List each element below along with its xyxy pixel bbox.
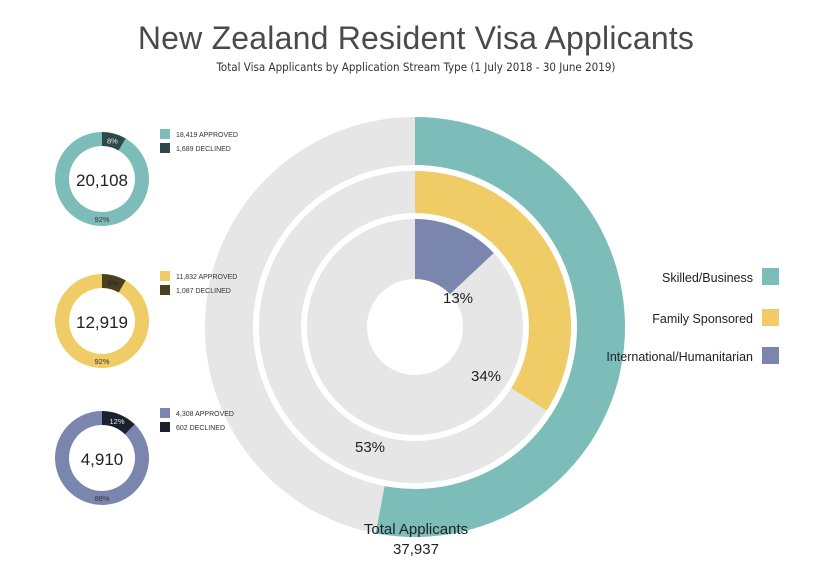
donut-2-legend-swatch-0 xyxy=(160,408,170,418)
donut-0-declined-slice xyxy=(102,132,126,151)
donut-2-approved-slice xyxy=(54,411,149,505)
donut-1-approved-slice xyxy=(55,274,150,368)
donut-1-declined-percent: 8% xyxy=(107,278,118,287)
donut-2-total: 4,910 xyxy=(81,450,124,469)
total-applicants-value: 37,937 xyxy=(393,541,439,558)
donut-2-approved-percent: 88% xyxy=(94,494,109,503)
ring-bar-international-humanitarian xyxy=(415,219,494,295)
donut-0-legend-label-1: 1,689 DECLINED xyxy=(176,146,231,153)
donut-0-declined-percent: 8% xyxy=(107,136,118,145)
donut-2-declined-percent: 12% xyxy=(110,417,125,426)
donut-0-legend-swatch-0 xyxy=(160,129,170,139)
legend-swatch-1 xyxy=(762,309,779,326)
legend-label-2: International/Humanitarian xyxy=(606,350,753,364)
donut-0-total: 20,108 xyxy=(76,171,128,190)
chart-title: New Zealand Resident Visa Applicants xyxy=(137,20,695,56)
donut-2-legend-swatch-1 xyxy=(160,422,170,432)
donut-2-legend-label-0: 4,308 APPROVED xyxy=(176,411,234,418)
ring-bar-skilled-business xyxy=(375,117,625,537)
donut-1-legend-label-0: 11,832 APPROVED xyxy=(176,274,237,281)
chart-subtitle: Total Visa Applicants by Application Str… xyxy=(216,60,616,74)
legend-label-0: Skilled/Business xyxy=(662,271,753,285)
donut-2-legend-label-1: 602 DECLINED xyxy=(176,425,225,432)
donut-0-legend-label-0: 18,419 APPROVED xyxy=(176,132,238,139)
donut-1-total: 12,919 xyxy=(76,313,128,332)
donut-0-approved-percent: 92% xyxy=(94,215,109,224)
ring-percent-label-0: 53% xyxy=(355,439,385,456)
legend-swatch-0 xyxy=(762,268,779,285)
legend-swatch-2 xyxy=(762,347,779,364)
ring-percent-label-2: 13% xyxy=(443,290,473,307)
ring-percent-label-1: 34% xyxy=(471,368,501,385)
donut-1-legend-swatch-1 xyxy=(160,285,170,295)
donut-1-approved-percent: 92% xyxy=(94,357,109,366)
donut-0-approved-slice xyxy=(55,132,150,226)
donut-1-declined-slice xyxy=(102,274,126,293)
donut-0-legend-swatch-1 xyxy=(160,143,170,153)
ring-bar-family-sponsored xyxy=(415,171,571,411)
legend-label-1: Family Sponsored xyxy=(652,312,753,326)
donut-1-legend-label-1: 1,087 DECLINED xyxy=(176,288,231,295)
total-applicants-label: Total Applicants xyxy=(363,521,469,538)
donut-1-legend-swatch-0 xyxy=(160,271,170,281)
donut-2-declined-slice xyxy=(102,411,135,435)
